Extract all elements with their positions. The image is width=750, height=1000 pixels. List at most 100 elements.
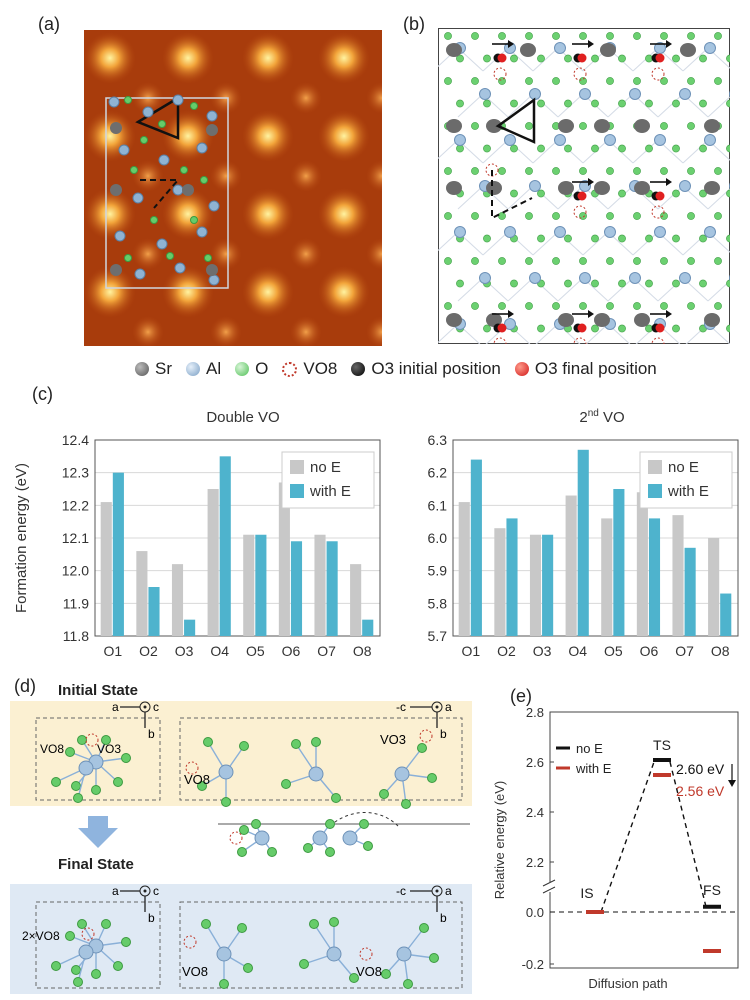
o-atom [419, 923, 429, 933]
model-o-atom [645, 279, 653, 288]
stem-bright-spot [162, 266, 214, 318]
o-atom [267, 847, 277, 857]
axis-break-gap [544, 882, 556, 892]
model-sr-atom [520, 43, 536, 57]
state-label-is: IS [580, 885, 593, 901]
model-al-atom [704, 226, 716, 238]
model-bond [607, 185, 634, 210]
stem-sr-atom [182, 184, 194, 196]
model-bond [507, 185, 534, 210]
stem-al-atom [172, 184, 184, 196]
model-o-atom [591, 324, 599, 333]
model-o-atom [579, 77, 587, 85]
bar-with-e [470, 459, 482, 636]
legend-swatch [290, 460, 304, 474]
stem-dim-spot [290, 82, 322, 114]
stem-bright-spot [84, 110, 136, 162]
legend-item-o: O [235, 359, 268, 379]
model-o-atom [525, 257, 533, 265]
model-o-atom [699, 99, 707, 108]
stem-o-atom [204, 254, 212, 262]
o-atom [325, 847, 335, 857]
legend-box [639, 451, 733, 509]
model-shift-arrowhead [508, 40, 514, 48]
model-o-atom [687, 77, 695, 85]
label-vo8-final-right-b: VO8 [356, 964, 382, 979]
stem-al-atom [196, 226, 208, 238]
stem-dim-spot [290, 238, 322, 270]
model-al-atom [679, 180, 691, 192]
model-vacancy [573, 67, 587, 81]
svg-text:b: b [148, 911, 155, 925]
bar-with-e [184, 619, 196, 636]
x-tick-label: O8 [353, 643, 372, 659]
model-o-atom [537, 324, 545, 333]
stem-sr-atom [206, 124, 218, 136]
stem-dim-spot [366, 82, 382, 114]
bar-no-e [243, 534, 255, 636]
y-tick-label: 5.7 [428, 628, 448, 644]
legend-label-al: Al [206, 359, 222, 378]
svg-text:c: c [153, 884, 159, 898]
stem-al-atom [208, 274, 220, 286]
model-o-atom [672, 189, 680, 198]
model-bond [657, 185, 684, 210]
model-o-atom [483, 234, 491, 243]
o-atom [325, 819, 335, 829]
model-al-atom [654, 134, 666, 146]
model-sr-atom [594, 181, 610, 195]
model-al-atom [729, 274, 730, 282]
model-dashed-path [491, 170, 533, 220]
legend-label-vo8: VO8 [303, 359, 338, 378]
x-tick-label: O2 [139, 643, 158, 659]
model-o-atom [699, 279, 707, 288]
model-al-atom [604, 134, 616, 146]
model-o-atom [471, 302, 479, 310]
bar-no-e [601, 518, 613, 636]
stem-al-atom [108, 96, 120, 108]
bar-with-e [219, 456, 231, 636]
legend-label-o3-final: O3 final position [534, 359, 657, 378]
model-al-atom [604, 226, 616, 238]
axis-break-mark [542, 879, 556, 887]
model-bond [457, 277, 484, 302]
stem-sr-atom [206, 264, 218, 276]
al-atom [312, 830, 328, 846]
model-o-atom [456, 54, 464, 63]
o-atom [381, 969, 391, 979]
y-tick-label: 0.0 [526, 905, 544, 920]
stem-dim-spot [210, 316, 242, 346]
svg-text:-c: -c [396, 884, 406, 898]
legend-item-vo8: VO8 [282, 359, 337, 379]
stem-o-atom [150, 216, 158, 224]
o-atom [91, 785, 101, 795]
model-o-atom [471, 167, 479, 175]
model-bond [438, 323, 459, 344]
model-al-atom [504, 134, 516, 146]
model-o-atom [645, 324, 653, 333]
o-atom [203, 737, 213, 747]
o-atom [403, 979, 413, 989]
stem-bright-spot [242, 188, 294, 240]
stem-dim-spot [366, 160, 382, 192]
model-o-atom [660, 302, 668, 310]
stem-image [84, 30, 382, 346]
model-shift-arrowhead [666, 178, 672, 186]
model-bond [532, 139, 559, 164]
stem-bright-spot [162, 32, 214, 84]
al-atom [216, 946, 232, 962]
legend-label: no E [576, 741, 603, 756]
model-bond [557, 185, 584, 210]
model-o-atom [591, 144, 599, 153]
formation-energy-charts: Double VO Formation energy (eV) 2nd VO 1… [13, 408, 739, 659]
model-o-atom [525, 302, 533, 310]
model-o-atom [498, 167, 506, 175]
model-sr-atom [704, 119, 720, 133]
stem-dim-spot [290, 316, 322, 346]
legend-label-o3-initial: O3 initial position [371, 359, 501, 378]
legend-label: no E [668, 459, 699, 476]
y-tick-label: 12.0 [62, 563, 89, 579]
model-o-atom [633, 32, 641, 40]
svg-text:b: b [148, 727, 155, 741]
stem-bright-spot [318, 266, 370, 318]
